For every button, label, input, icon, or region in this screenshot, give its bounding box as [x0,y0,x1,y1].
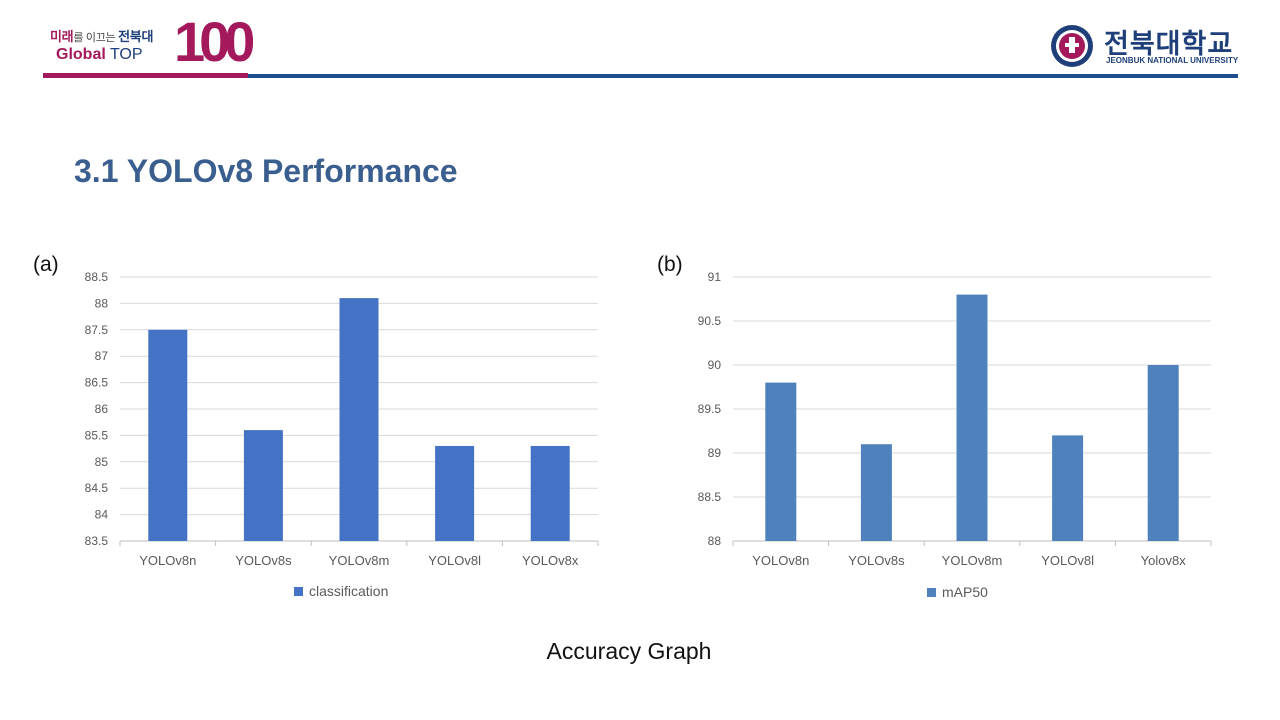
y-tick-label: 87 [95,349,109,363]
x-tick-label: YOLOv8m [942,553,1003,568]
y-tick-label: 85.5 [85,428,109,442]
y-tick-label: 84 [95,508,109,522]
y-tick-label: 88.5 [698,490,722,504]
y-tick-label: 88 [708,534,722,548]
bar [860,444,892,541]
slide-title: 3.1 YOLOv8 Performance [74,153,458,189]
logo-global-top: Global TOP [56,46,143,63]
x-tick-label: Yolov8x [1141,553,1187,568]
y-tick-label: 86.5 [85,376,109,390]
y-tick-label: 85 [95,455,109,469]
header-divider-blue [248,74,1238,78]
y-tick-label: 90.5 [698,314,722,328]
y-tick-label: 89.5 [698,402,722,416]
y-tick-label: 87.5 [85,323,109,337]
panel-label-a: (a) [33,253,59,276]
logo-100: 100 [174,10,255,73]
bar [530,445,570,541]
x-tick-label: YOLOv8x [522,553,579,568]
legend-swatch [294,587,303,596]
classification-bar-chart: 83.5 84 84.5 85 85.5 86 86.5 87 87.5 88 88.5 YOLOv8… [85,270,599,599]
x-tick-label: YOLOv8n [139,553,196,568]
y-tick-label: 84.5 [85,481,109,495]
bar [339,298,379,541]
bar [243,430,283,541]
bar [1052,435,1084,541]
x-tick-label: YOLOv8m [329,553,390,568]
university-name-korean: 전북대학교 [1104,29,1234,59]
legend-label: classification [309,583,388,599]
panel-label-b: (b) [657,253,683,276]
y-tick-label: 83.5 [85,534,109,548]
y-tick-label: 86 [95,402,109,416]
y-tick-label: 88 [95,296,109,310]
x-tick-label: YOLOv8l [1041,553,1094,568]
x-tick-label: YOLOv8s [235,553,292,568]
university-name-english: JEONBUK NATIONAL UNIVERSITY [1106,56,1239,65]
x-tick-label: YOLOv8s [848,553,905,568]
global-top-100-logo: 미래를 이끄는 전북대 Global TOP 100 [50,12,255,72]
bar [956,294,988,541]
logo-slogan: 미래를 이끄는 전북대 [50,29,154,44]
x-tick-label: YOLOv8n [752,553,809,568]
x-tick-label: YOLOv8l [428,553,481,568]
bar [765,382,797,541]
bar [148,329,188,541]
bar [1147,365,1179,541]
figure-caption: Accuracy Graph [546,638,712,664]
legend-swatch [927,588,936,597]
y-tick-label: 88.5 [85,270,109,284]
y-tick-label: 91 [708,270,722,284]
y-tick-label: 90 [708,358,722,372]
bar [435,445,475,541]
header-divider-pink [43,73,248,78]
university-seal-icon [1051,25,1093,67]
legend-label: mAP50 [942,584,988,600]
y-tick-label: 89 [708,446,722,460]
